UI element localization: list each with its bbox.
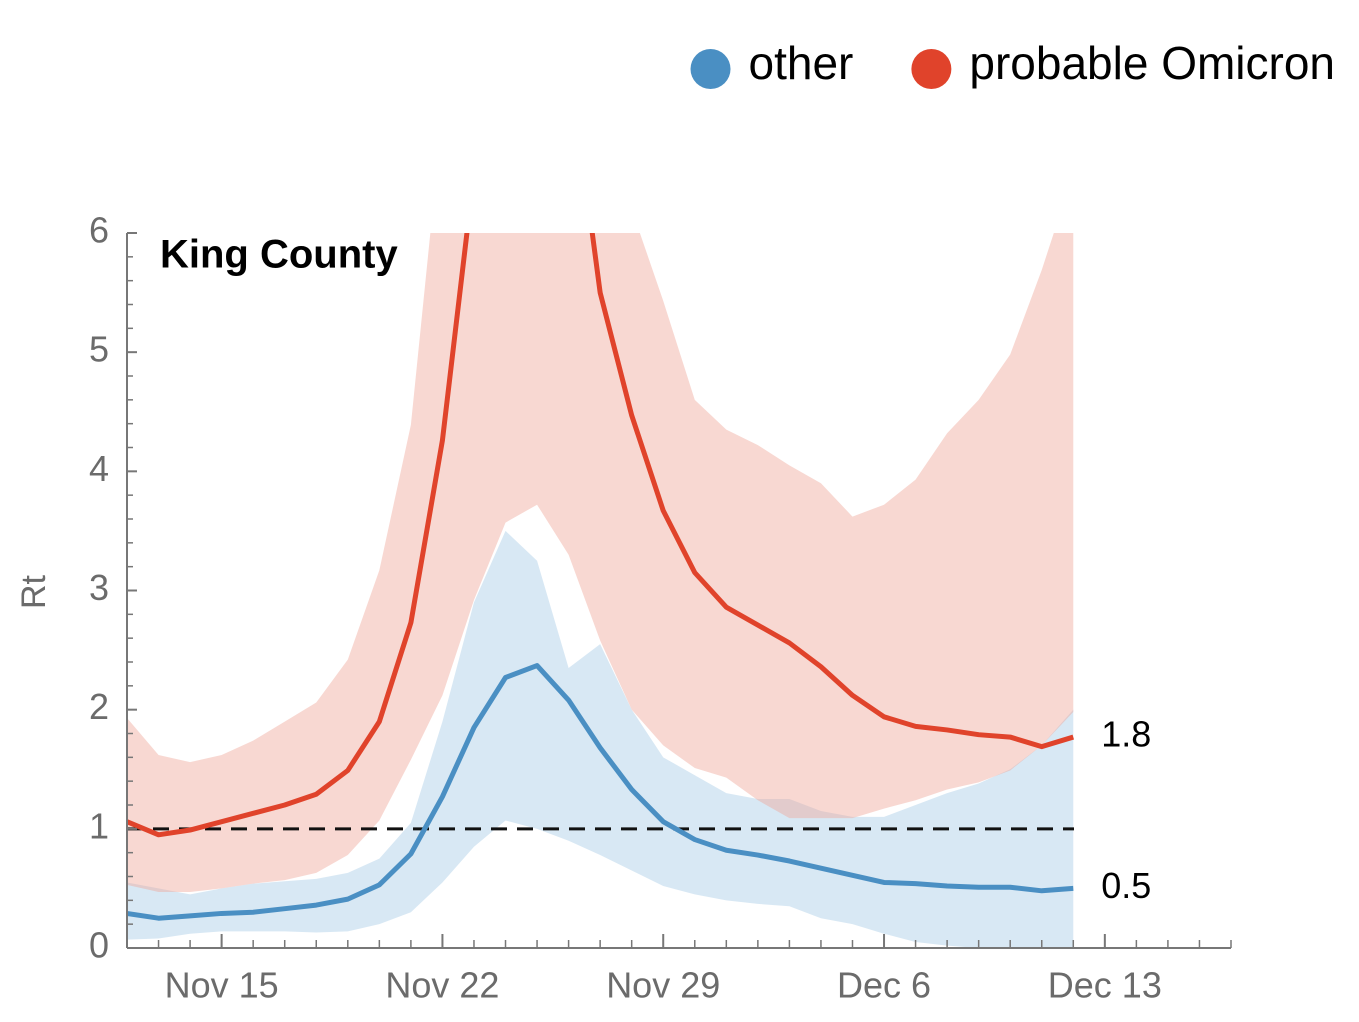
y-tick-label: 2	[89, 686, 109, 727]
legend-label: other	[749, 37, 854, 89]
y-tick-label: 4	[89, 448, 109, 489]
legend: probable Omicron other	[690, 37, 1335, 89]
lines	[127, 233, 1075, 921]
bands	[127, 233, 1074, 948]
y-tick-label: 3	[89, 567, 109, 608]
y-axis-label: Rt	[15, 574, 53, 609]
x-tick-label: Nov 15	[165, 965, 279, 1006]
series-line	[127, 663, 1074, 921]
legend-marker	[690, 49, 731, 89]
x-tick-label: Dec 6	[837, 965, 931, 1006]
y-tick-label: 0	[89, 925, 109, 966]
series-line	[127, 233, 1075, 838]
y-tick-label: 6	[89, 210, 109, 251]
end-label: 1.8	[1101, 714, 1151, 755]
legend-label: probable Omicron	[969, 37, 1335, 89]
y-tick-label: 5	[89, 329, 109, 370]
confidence-band	[127, 233, 1074, 892]
x-tick-label: Dec 13	[1048, 965, 1162, 1006]
x-tick-label: Nov 22	[385, 965, 499, 1006]
confidence-band	[127, 530, 1074, 948]
legend-marker	[911, 49, 952, 89]
end-label: 0.5	[1101, 865, 1151, 906]
y-tick-label: 1	[89, 805, 109, 846]
x-tick-label: Nov 29	[606, 965, 720, 1006]
chart-title: King County	[160, 233, 398, 277]
